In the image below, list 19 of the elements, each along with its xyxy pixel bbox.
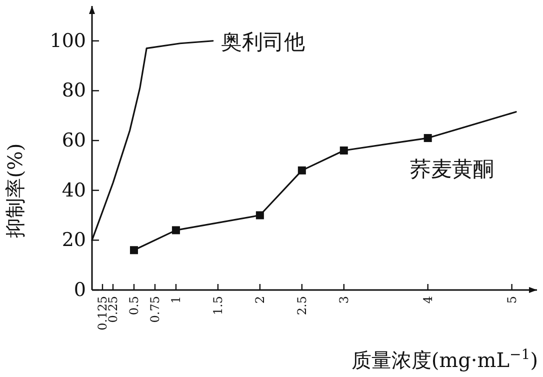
x-axis-title: 质量浓度(mg·mL$^{−1}$) — [351, 347, 538, 372]
y-tick-label: 60 — [62, 130, 86, 152]
x-tick-label: 0.5 — [126, 296, 141, 316]
series-label: 荞麦黄酮 — [410, 157, 494, 182]
x-tick-label: 0.75 — [148, 296, 162, 323]
x-tick-label: 2.5 — [294, 296, 309, 316]
y-tick-label: 0 — [74, 279, 86, 301]
x-tick-label: 1 — [168, 296, 183, 304]
x-tick-label: 2 — [252, 296, 267, 304]
x-tick-label: 5 — [504, 296, 519, 304]
series-label: 奥利司他 — [220, 30, 305, 54]
y-tick-label: 40 — [62, 179, 86, 202]
x-tick-label: 4 — [420, 296, 435, 304]
x-tick-label: 3 — [336, 296, 351, 304]
y-tick-label: 20 — [62, 229, 86, 252]
y-axis-title: 抑制率(%) — [3, 143, 27, 238]
y-tick-label: 80 — [62, 80, 86, 102]
y-tick-label: 100 — [50, 30, 86, 52]
x-tick-label: 1.5 — [210, 296, 225, 316]
